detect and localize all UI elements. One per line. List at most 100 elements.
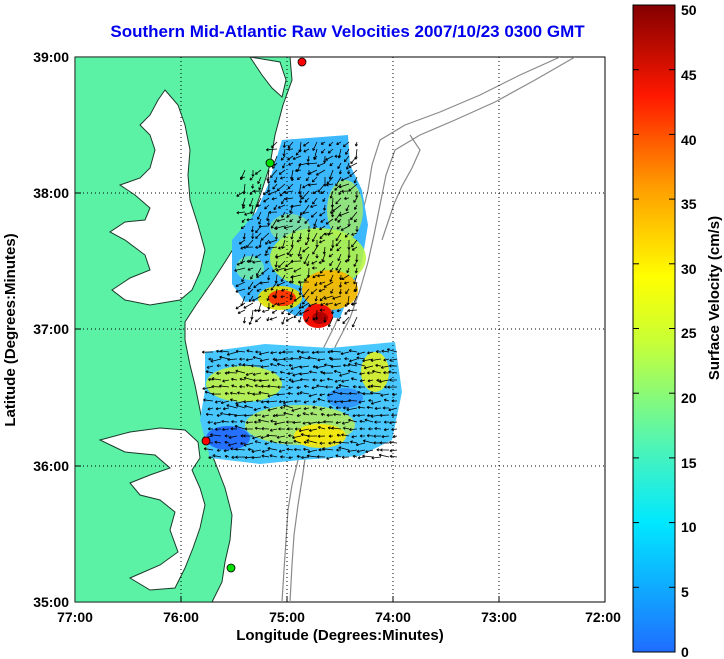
velocity-arrow xyxy=(310,288,318,295)
velocity-arrow xyxy=(302,246,310,253)
velocity-arrow xyxy=(235,281,246,287)
velocity-arrow xyxy=(349,169,358,177)
velocity-arrow xyxy=(344,196,350,200)
velocity-arrow xyxy=(247,267,254,271)
velocity-arrow xyxy=(206,365,214,369)
colorbar-tick-label: 40 xyxy=(681,132,697,148)
velocity-arrow xyxy=(315,239,319,248)
velocity-arrow xyxy=(251,170,255,177)
velocity-arrow xyxy=(299,365,310,369)
velocity-arrow xyxy=(287,155,294,161)
velocity-arrow xyxy=(297,218,302,224)
velocity-arrow xyxy=(238,239,246,245)
velocity-arrow xyxy=(304,218,310,224)
velocity-arrow xyxy=(330,357,342,361)
velocity-arrow xyxy=(312,378,318,382)
velocity-arrow xyxy=(306,155,310,162)
velocity-arrow xyxy=(296,176,302,180)
velocity-arrow xyxy=(317,434,326,438)
velocity-arrow xyxy=(288,456,294,460)
velocity-arrow xyxy=(280,406,286,410)
velocity-arrow xyxy=(330,349,342,353)
velocity-arrow xyxy=(338,281,343,288)
velocity-arrow xyxy=(339,372,350,377)
velocity-arrow xyxy=(281,197,286,205)
velocity-arrow xyxy=(348,398,358,403)
velocity-arrow xyxy=(356,449,366,453)
velocity-arrow xyxy=(255,245,262,249)
velocity-arrow xyxy=(219,384,230,388)
lon-tick-label: 76:00 xyxy=(163,609,199,625)
velocity-arrow xyxy=(208,357,214,361)
velocity-arrow xyxy=(380,393,390,397)
velocity-arrow xyxy=(270,281,278,291)
velocity-arrow xyxy=(273,204,278,211)
velocity-arrow xyxy=(260,384,270,388)
velocity-arrow xyxy=(325,385,333,389)
velocity-arrow xyxy=(304,197,310,203)
velocity-arrow xyxy=(258,351,270,356)
velocity-arrow xyxy=(283,267,294,272)
velocity-arrow xyxy=(228,435,238,439)
velocity-arrow xyxy=(291,407,302,412)
velocity-arrow xyxy=(288,363,294,368)
velocity-arrow xyxy=(259,281,270,285)
velocity-arrow xyxy=(389,358,398,362)
velocity-arrow xyxy=(280,295,286,299)
velocity-arrow xyxy=(345,148,350,155)
velocity-arrow xyxy=(295,148,302,156)
velocity-arrow xyxy=(328,253,334,258)
velocity-arrow xyxy=(354,267,358,274)
velocity-arrow xyxy=(244,404,254,409)
velocity-arrow xyxy=(370,414,382,418)
velocity-arrow xyxy=(292,225,302,233)
velocity-arrow xyxy=(270,419,278,423)
velocity-arrow xyxy=(312,316,318,321)
velocity-arrow xyxy=(207,427,214,431)
velocity-arrow xyxy=(275,413,286,417)
velocity-arrow xyxy=(386,348,398,353)
velocity-arrow xyxy=(375,363,382,368)
velocity-arrow xyxy=(239,176,246,180)
velocity-arrow xyxy=(326,456,334,460)
velocity-arrow xyxy=(380,448,389,452)
velocity-arrow xyxy=(346,407,358,412)
velocity-arrow xyxy=(351,246,358,251)
velocity-arrow xyxy=(263,197,270,203)
velocity-arrow xyxy=(271,197,278,201)
velocity-arrow xyxy=(321,253,326,262)
velocity-arrow xyxy=(302,288,310,298)
velocity-arrow xyxy=(235,369,246,374)
velocity-arrow xyxy=(255,316,262,323)
velocity-arrow xyxy=(235,288,246,293)
velocity-arrow xyxy=(368,427,374,431)
velocity-arrow xyxy=(323,155,327,164)
velocity-arrow xyxy=(250,274,254,280)
velocity-arrow xyxy=(230,427,238,431)
velocity-arrow xyxy=(208,378,214,382)
velocity-arrow xyxy=(342,406,349,410)
velocity-arrow xyxy=(297,246,302,257)
colorbar-label: Surface Velocity (cm/s) xyxy=(706,216,723,380)
velocity-arrow xyxy=(317,358,326,362)
velocity-arrow xyxy=(290,259,302,263)
velocity-arrow xyxy=(272,294,278,298)
velocity-arrow xyxy=(319,267,326,274)
velocity-arrow xyxy=(335,421,342,425)
velocity-arrow xyxy=(256,203,262,208)
station-north-marker xyxy=(297,57,307,67)
velocity-arrow xyxy=(270,363,278,367)
velocity-arrow xyxy=(271,218,278,229)
velocity-arrow xyxy=(282,141,286,148)
velocity-arrow xyxy=(343,155,350,163)
velocity-arrow xyxy=(333,369,342,374)
velocity-arrow xyxy=(355,190,359,198)
velocity-arrow xyxy=(298,355,310,360)
velocity-arrow xyxy=(278,427,286,431)
velocity-arrow xyxy=(272,183,278,190)
velocity-arrow xyxy=(345,162,350,170)
velocity-arrow xyxy=(389,449,398,453)
velocity-arrow xyxy=(329,190,334,199)
velocity-arrow xyxy=(254,253,262,259)
